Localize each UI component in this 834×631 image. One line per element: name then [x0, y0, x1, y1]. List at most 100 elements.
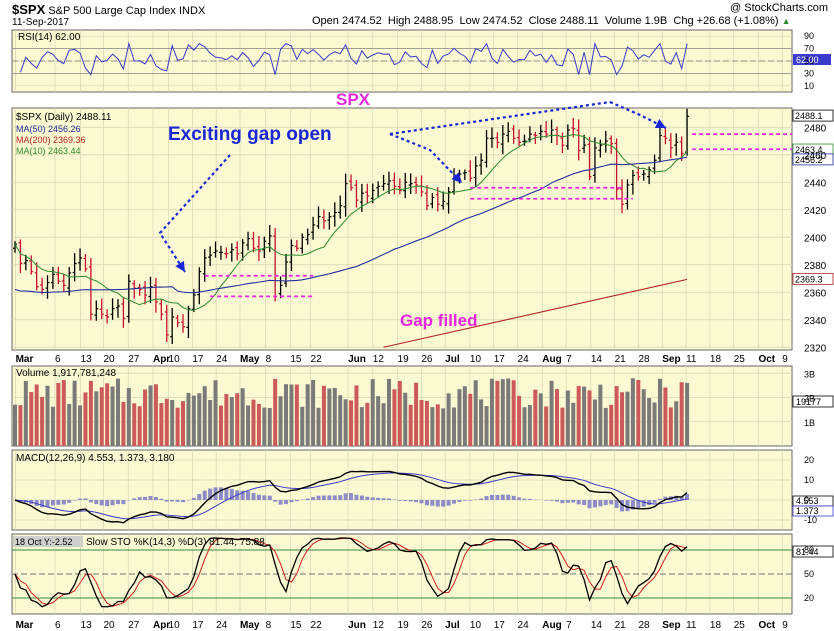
stoch-note-box	[13, 536, 83, 547]
macd-histogram-bar	[549, 500, 554, 501]
x-axis-label-top: 19	[398, 354, 410, 365]
volume-bar	[294, 384, 299, 446]
x-axis-label-bottom: 10	[169, 620, 181, 631]
price-tick-label: 2320	[804, 343, 827, 354]
index-name: S&P 500 Large Cap Index	[48, 5, 176, 17]
volume-bar	[29, 392, 34, 446]
macd-histogram-bar	[522, 498, 527, 500]
macd-histogram-bar	[45, 500, 50, 507]
rsi-line	[19, 41, 688, 76]
price-tick-label: 2480	[804, 123, 827, 134]
volume-bar	[311, 380, 316, 446]
volume-bar	[321, 385, 326, 446]
x-axis-label-top: 28	[638, 354, 650, 365]
macd-histogram-bar	[435, 500, 440, 507]
macd-histogram-bar	[262, 495, 267, 500]
macd-histogram-bar	[278, 500, 283, 505]
macd-histogram-bar	[571, 500, 576, 503]
x-axis-label-top: 25	[734, 354, 746, 365]
stoch-tag-box	[792, 545, 834, 558]
x-axis-label-top: 10	[470, 354, 482, 365]
volume-bar	[218, 405, 223, 446]
volume-bar	[202, 386, 207, 446]
x-axis-label-bottom: 26	[421, 620, 433, 631]
volume-bar	[186, 392, 191, 446]
macd-histogram-bar	[403, 500, 408, 502]
volume-bar	[527, 405, 532, 446]
volume-bar	[50, 406, 55, 446]
volume-bar	[148, 385, 153, 446]
macd-histogram-bar	[609, 500, 614, 505]
macd-histogram-bar	[316, 495, 321, 500]
volume-bar	[462, 386, 467, 446]
x-axis-label-top: 26	[421, 354, 433, 365]
volume-bar	[630, 378, 635, 446]
x-axis-label-top: 11	[686, 354, 697, 365]
macd-line	[14, 470, 688, 524]
x-axis-label-bottom: 17	[494, 620, 506, 631]
volume-bar	[181, 401, 186, 446]
volume-tag: 19177	[796, 397, 821, 407]
x-axis-label-bottom: 24	[216, 620, 228, 631]
macd-histogram-bar	[240, 490, 245, 500]
macd-histogram-bar	[614, 500, 619, 509]
volume-bar	[99, 387, 104, 446]
macd-histogram-bar	[544, 500, 549, 501]
stoch-tick-label: 20	[804, 593, 814, 603]
x-axis-label-bottom: Jun	[348, 620, 366, 631]
volume-tick-label: 1B	[804, 418, 815, 428]
volume-bar	[679, 382, 684, 446]
macd-histogram-bar	[408, 500, 413, 502]
volume-bar	[674, 401, 679, 446]
volume-bar	[23, 381, 28, 446]
volume-legend: Volume 1,917,781,248	[16, 368, 117, 379]
x-axis-label-bottom: Mar	[16, 620, 34, 631]
price-tick-label: 2340	[804, 316, 827, 327]
macd-histogram-bar	[321, 495, 326, 500]
macd-tag: 4.553	[796, 496, 819, 506]
macd-histogram-bar	[143, 496, 148, 500]
price-tick-label: 2360	[804, 288, 827, 299]
x-axis-label-top: 8	[266, 354, 272, 365]
high-value: 2488.95	[413, 15, 454, 27]
volume-bar	[495, 380, 500, 446]
macd-histogram-bar	[636, 500, 641, 509]
volume-bar	[663, 387, 668, 446]
macd-histogram-bar	[175, 500, 180, 502]
volume-bar	[251, 399, 256, 446]
macd-signal-tag-box	[792, 505, 834, 517]
annotation-spx-title: SPX	[336, 90, 371, 109]
macd-histogram-bar	[419, 500, 424, 504]
price-tick-label: 2460	[804, 151, 827, 162]
macd-histogram-bar	[181, 500, 186, 503]
volume-bar	[484, 406, 489, 446]
volume-bar	[143, 389, 148, 446]
stoch-legend: Slow STO %K(14,3) %D(3) 81.44, 75.88	[86, 537, 265, 548]
header-symbol-line: $SPX S&P 500 Large Cap Index INDX	[12, 2, 205, 17]
volume-bar	[647, 398, 652, 446]
x-axis-label-top: 27	[128, 354, 140, 365]
volume-bar	[343, 399, 348, 446]
stoch-tag: 81.44	[796, 547, 819, 557]
x-axis-label-top: Mar	[16, 354, 34, 365]
exchange: INDX	[179, 5, 206, 17]
macd-histogram-bar	[99, 500, 104, 506]
macd-histogram-bar	[625, 500, 630, 512]
volume-bar	[517, 395, 522, 446]
open-value: 2474.52	[341, 15, 382, 27]
volume-bar	[473, 380, 478, 446]
macd-histogram-bar	[620, 500, 625, 512]
x-axis-label-top: 24	[216, 354, 228, 365]
x-axis-label-bottom: 13	[81, 620, 93, 631]
volume-bar	[538, 393, 543, 446]
volume-bar	[45, 385, 50, 446]
macd-histogram-bar	[40, 500, 45, 508]
x-axis-label-top: Oct	[758, 354, 775, 365]
macd-histogram-bar	[197, 494, 202, 500]
volume-bar	[83, 392, 88, 446]
macd-histogram-bar	[414, 500, 419, 503]
x-axis-label-top: 6	[55, 354, 61, 365]
macd-histogram-bar	[652, 500, 657, 503]
macd-histogram-bar	[555, 500, 559, 502]
macd-histogram-bar	[587, 500, 592, 509]
